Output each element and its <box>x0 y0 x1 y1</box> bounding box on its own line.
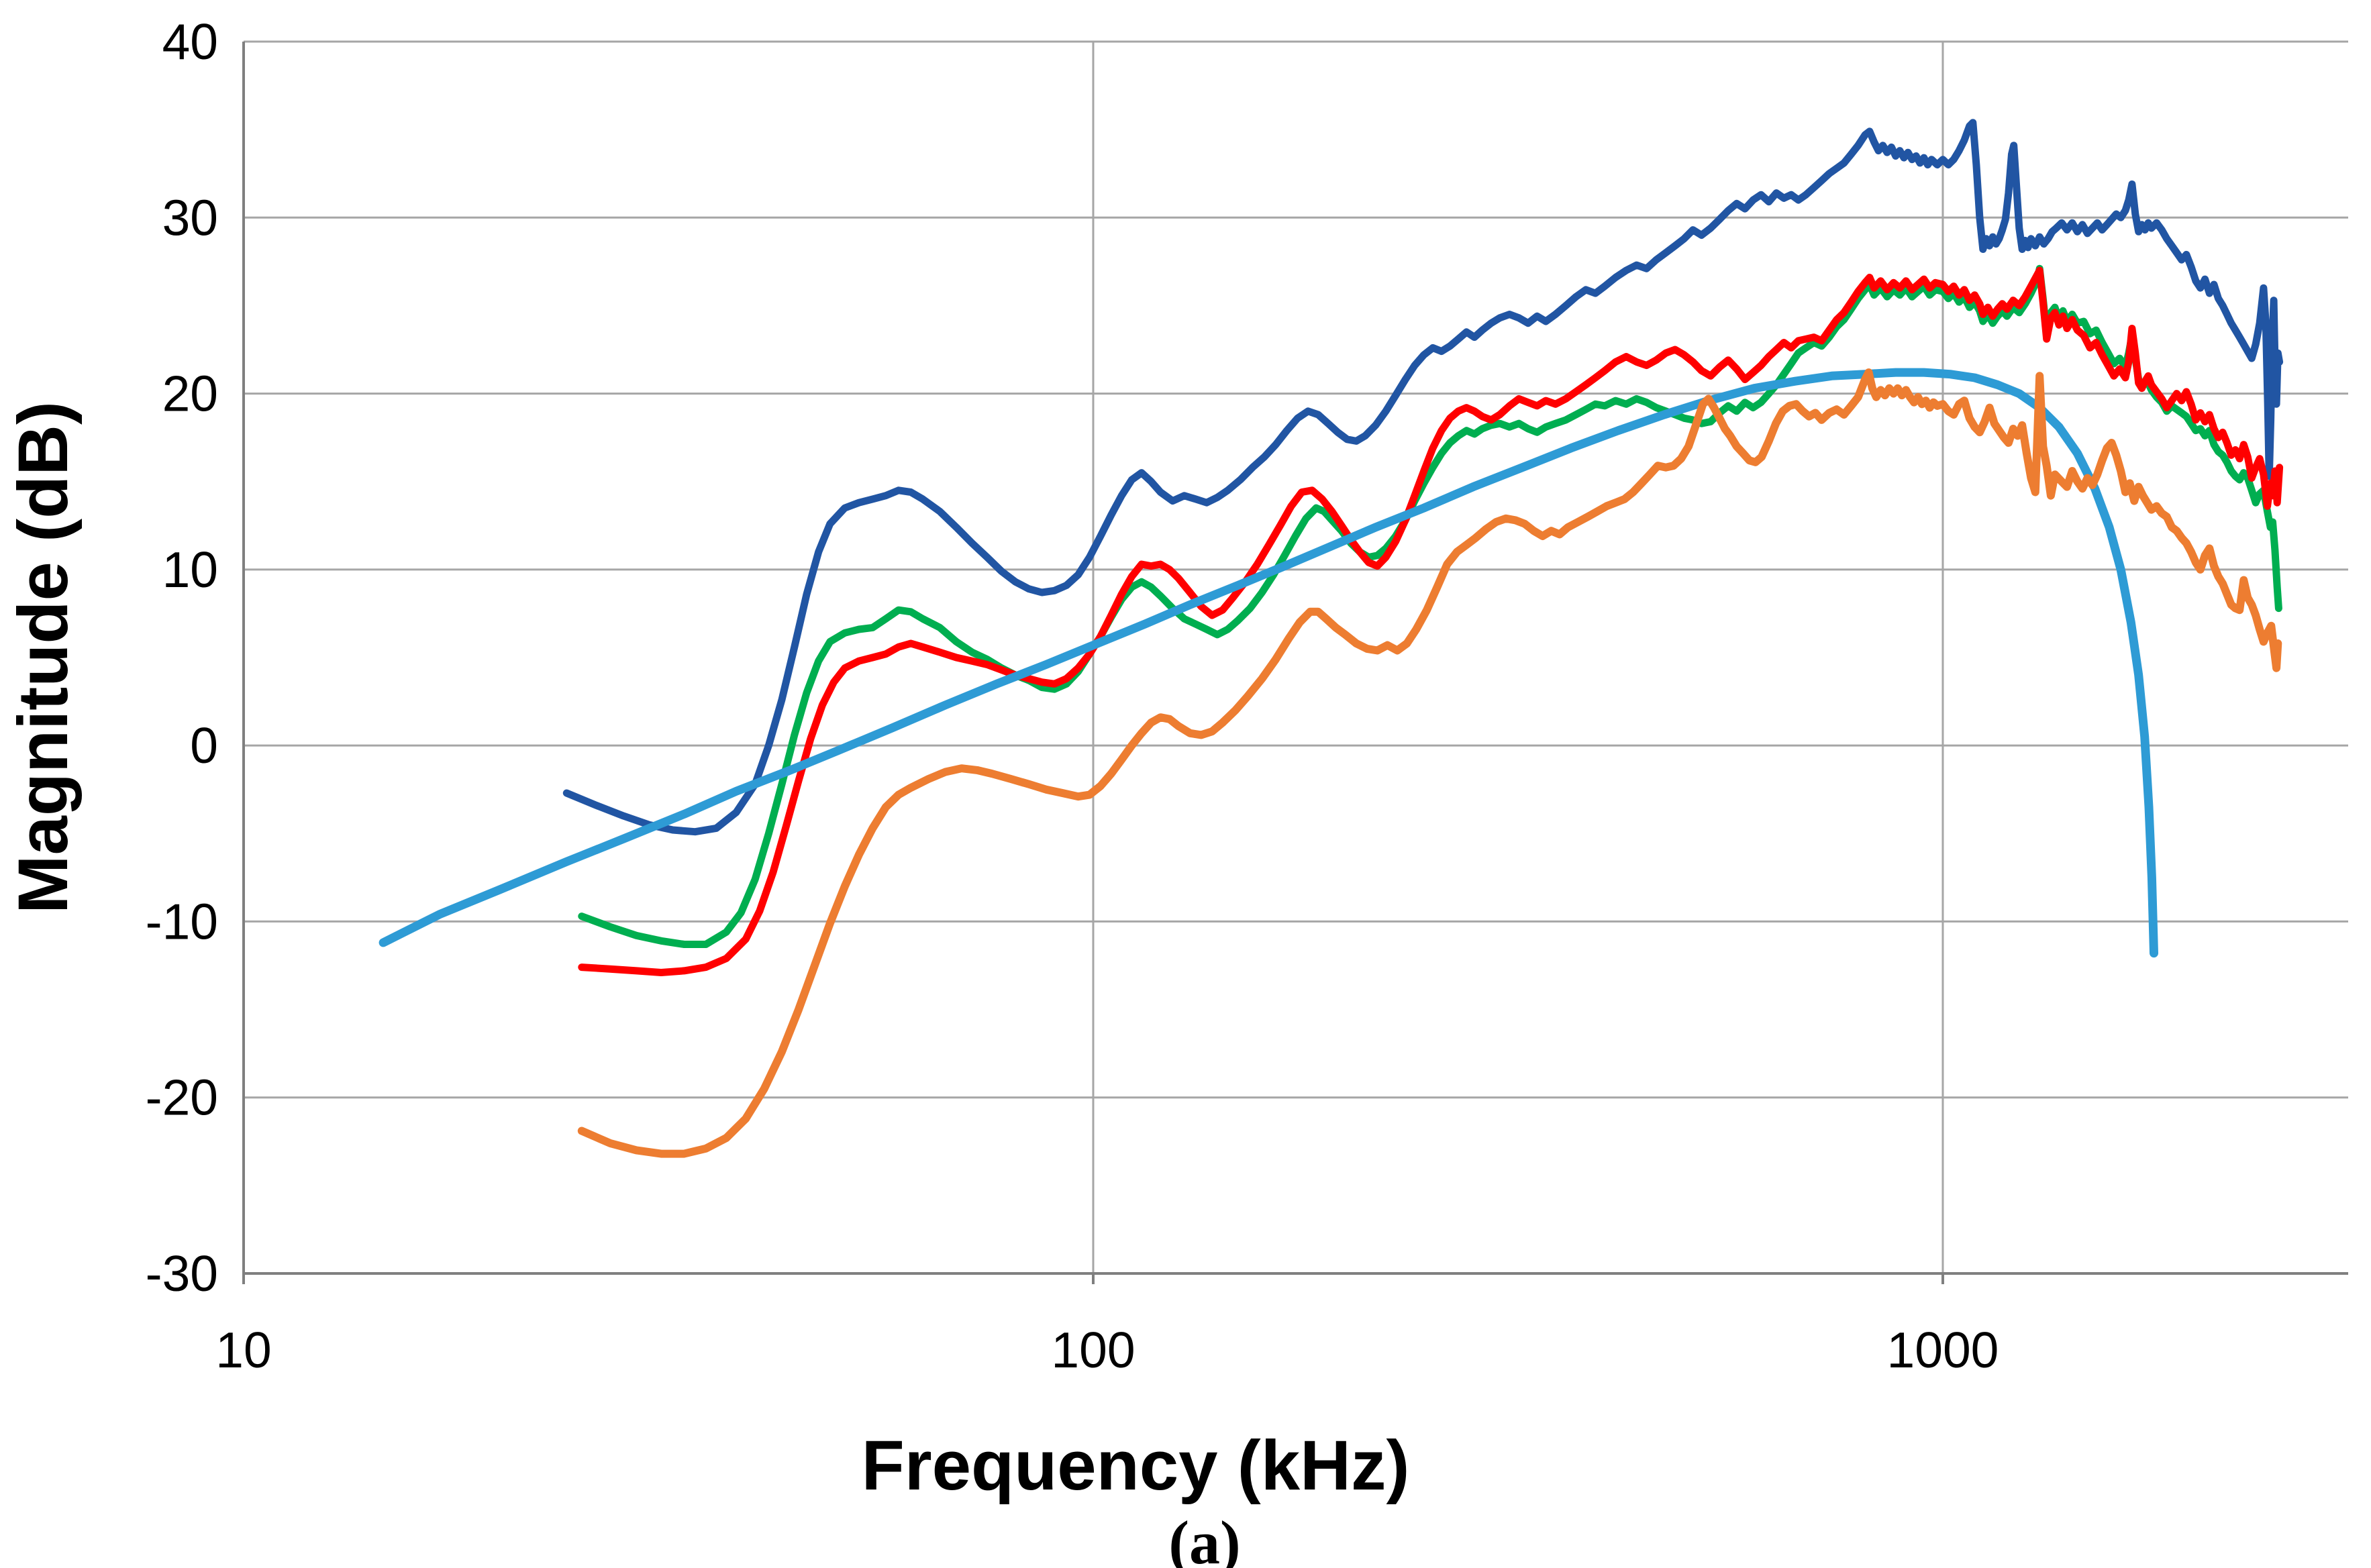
x-tick-label: 1000 <box>1887 1322 1999 1378</box>
y-tick-label: 30 <box>162 189 218 246</box>
y-tick-label: 40 <box>162 13 218 70</box>
subfigure-caption: (a) <box>1168 1508 1240 1568</box>
series-light-blue-smooth-model <box>379 368 2158 958</box>
y-axis-title: Magnitude (dB) <box>4 401 83 914</box>
y-tick-label: 0 <box>190 717 218 774</box>
series-orange-measurement <box>577 368 2282 1158</box>
x-axis-title: Frequency (kHz) <box>862 1426 1410 1505</box>
series-dark-blue-measurement <box>562 119 2284 836</box>
grid-layer <box>244 40 2348 1273</box>
y-tick-label: -30 <box>146 1245 218 1302</box>
y-tick-label: 20 <box>162 366 218 422</box>
y-tick-label: -10 <box>146 893 218 949</box>
series-red-measurement <box>578 266 2284 976</box>
y-tick-label: -20 <box>146 1069 218 1126</box>
y-tick-label: 10 <box>162 541 218 598</box>
x-tick-label: 100 <box>1051 1322 1135 1378</box>
x-tick-label: 10 <box>215 1322 271 1378</box>
axis-layer <box>242 42 2348 1284</box>
series-layer <box>379 119 2284 1158</box>
